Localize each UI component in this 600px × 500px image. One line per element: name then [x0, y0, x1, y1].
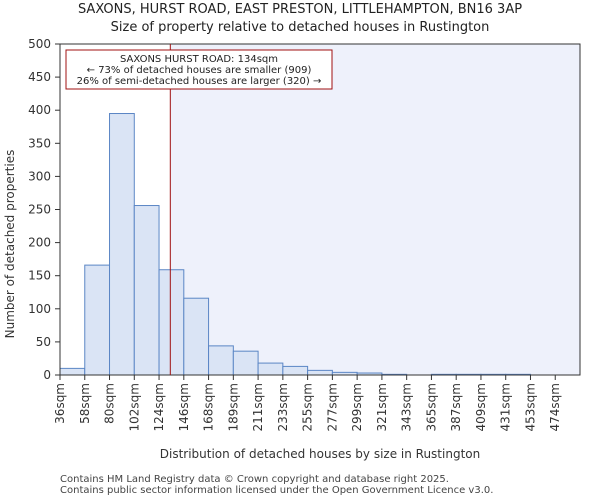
annotation-box — [65, 49, 333, 90]
larger-region-shade — [170, 44, 580, 375]
bar-102sqm — [133, 205, 160, 376]
footer-licence: Contains public sector information licen… — [60, 485, 494, 496]
x-tick-label-431sqm: 431sqm — [499, 383, 513, 431]
x-tick-label-343sqm: 343sqm — [400, 383, 414, 431]
bar-189sqm — [232, 350, 259, 376]
y-tick-label-500: 500 — [28, 37, 51, 51]
bar-80sqm — [109, 113, 135, 376]
x-tick-label-58sqm: 58sqm — [78, 383, 92, 424]
x-tick-label-168sqm: 168sqm — [202, 383, 216, 431]
y-tick-label-350: 350 — [28, 136, 51, 150]
y-tick-label-200: 200 — [28, 236, 51, 250]
x-tick-label-474sqm: 474sqm — [548, 383, 562, 431]
x-tick-label-233sqm: 233sqm — [276, 383, 290, 431]
histogram-chart: 0 50 100 150 200 250 300 350 400 450 500 36sqm 58sqm… — [3, 37, 581, 461]
y-tick-label-150: 150 — [28, 269, 51, 283]
x-tick-label-321sqm: 321sqm — [375, 383, 389, 431]
bar-36sqm — [59, 367, 86, 376]
x-tick-label-36sqm: 36sqm — [53, 383, 67, 424]
y-axis-label: Number of detached properties — [3, 150, 17, 339]
footer-copyright: Contains HM Land Registry data © Crown c… — [60, 474, 449, 485]
x-tick-label-146sqm: 146sqm — [177, 383, 191, 431]
y-tick-label-250: 250 — [28, 203, 51, 217]
y-tick-label-300: 300 — [28, 169, 51, 183]
annotation-line-3: 26% of semi-detached houses are larger (… — [77, 76, 322, 87]
x-tick-label-277sqm: 277sqm — [325, 383, 339, 431]
x-tick-label-255sqm: 255sqm — [301, 383, 315, 431]
x-tick-label-80sqm: 80sqm — [103, 383, 117, 424]
annotation-line-1: SAXONS HURST ROAD: 134sqm — [120, 54, 278, 65]
x-tick-label-211sqm: 211sqm — [251, 383, 265, 431]
x-tick-label-102sqm: 102sqm — [127, 383, 141, 431]
x-tick-label-453sqm: 453sqm — [523, 383, 537, 431]
bar-211sqm — [257, 362, 284, 376]
bar-124sqm — [158, 269, 185, 376]
bar-255sqm — [307, 369, 333, 376]
x-tick-label-189sqm: 189sqm — [226, 383, 240, 431]
x-tick-label-124sqm: 124sqm — [152, 383, 166, 431]
y-tick-label-400: 400 — [28, 103, 51, 117]
annotation-line-2: ← 73% of detached houses are smaller (90… — [87, 65, 312, 76]
chart-title: SAXONS, HURST ROAD, EAST PRESTON, LITTLE… — [77, 2, 523, 17]
chart-subtitle: Size of property relative to detached ho… — [110, 20, 490, 35]
x-tick-label-409sqm: 409sqm — [474, 383, 488, 431]
y-tick-label-0: 0 — [43, 368, 51, 382]
y-tick-label-100: 100 — [28, 302, 51, 316]
y-tick-label-50: 50 — [36, 335, 51, 349]
bar-233sqm — [282, 365, 309, 376]
bar-168sqm — [208, 345, 234, 376]
x-tick-label-365sqm: 365sqm — [424, 383, 438, 431]
bar-58sqm — [84, 264, 111, 376]
y-tick-label-450: 450 — [28, 70, 51, 84]
x-tick-label-299sqm: 299sqm — [350, 383, 364, 431]
x-tick-label-387sqm: 387sqm — [449, 383, 463, 431]
bar-146sqm — [183, 297, 210, 376]
x-axis-label: Distribution of detached houses by size … — [160, 447, 480, 461]
